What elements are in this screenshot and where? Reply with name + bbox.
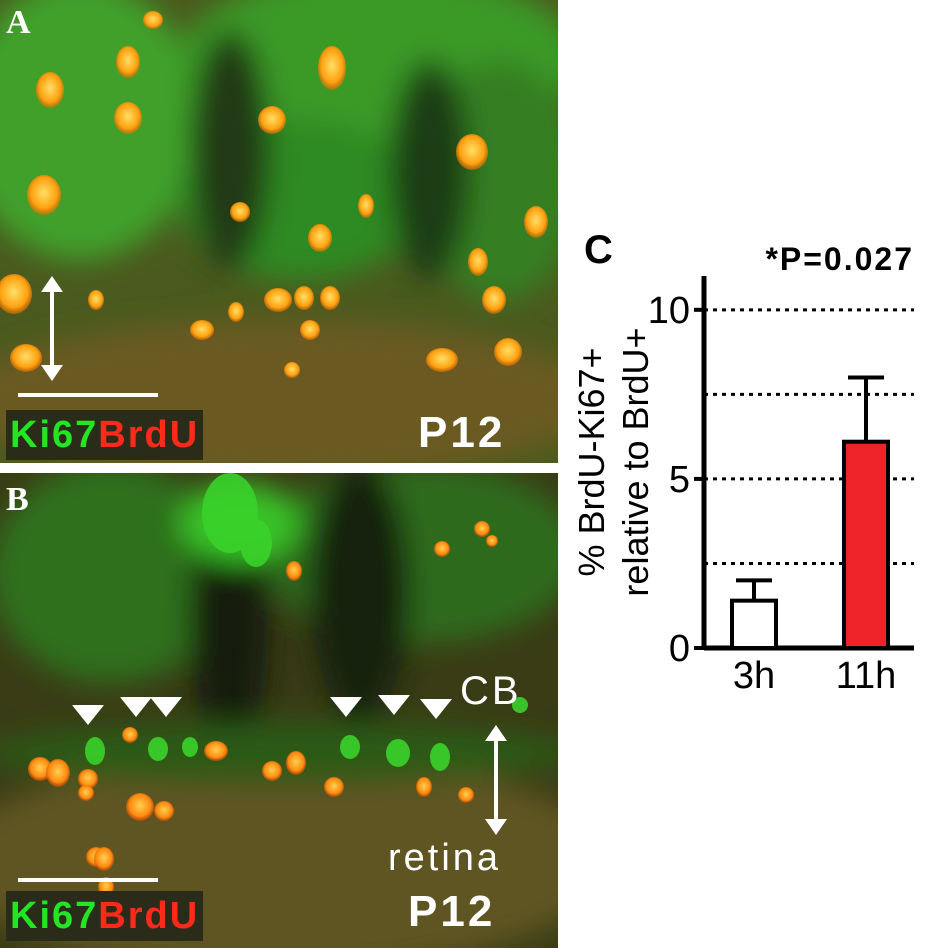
y-tick-label: 0 [669, 628, 690, 670]
nucleus [94, 847, 114, 871]
retina-label: retina [388, 837, 502, 879]
arrowhead [72, 705, 104, 725]
nucleus [116, 46, 140, 78]
bar-11h [842, 439, 890, 650]
nucleus [324, 777, 344, 797]
arrowhead [378, 695, 410, 715]
nucleus [468, 248, 488, 276]
nucleus [434, 541, 450, 557]
y-axis-label-line2: relative to BrdU+ [615, 327, 656, 596]
nucleus [416, 777, 432, 797]
cb-label: CB [460, 669, 522, 713]
nucleus [264, 288, 292, 312]
nucleus [258, 106, 286, 134]
panel-c-letter: C [584, 228, 613, 272]
panel-b-scale-bar [18, 878, 158, 882]
brdu-label: BrdU [98, 414, 200, 456]
nucleus [474, 521, 490, 537]
green-cell [240, 519, 272, 567]
nucleus [78, 769, 98, 789]
nucleus [27, 175, 61, 215]
nucleus [0, 274, 32, 314]
nucleus [36, 72, 64, 108]
nucleus [28, 757, 52, 781]
panel-b-double-arrow [485, 725, 507, 835]
nucleus [114, 102, 142, 134]
green-cell [85, 737, 105, 765]
y-tick-label: 10 [648, 290, 690, 332]
green-cell [340, 735, 360, 759]
nucleus [286, 751, 306, 775]
panel-b-age: P12 [408, 887, 496, 936]
panel-b-stain-label: Ki67BrdU [6, 891, 204, 941]
bar-chart: 0 5 10 3h 11h % BrdU-Ki67+ relative to BrdU+ *P… [571, 241, 914, 697]
nucleus [126, 793, 154, 821]
nucleus [494, 338, 522, 366]
nucleus [284, 362, 300, 378]
nucleus [230, 202, 250, 222]
brdu-label: BrdU [98, 895, 200, 937]
panel-a-image [0, 0, 558, 463]
nucleus [456, 134, 488, 170]
panel-b-letter: B [6, 481, 29, 518]
nucleus [308, 224, 332, 252]
arrowhead [420, 699, 452, 719]
ki67-label: Ki67 [10, 895, 99, 937]
nucleus [458, 787, 474, 803]
arrowhead [120, 697, 152, 717]
p-value-annotation: *P=0.027 [765, 241, 914, 277]
nucleus [524, 206, 548, 238]
nucleus [294, 286, 314, 310]
nucleus [88, 290, 104, 310]
y-tick-label: 5 [669, 459, 690, 501]
nucleus [358, 194, 374, 218]
nucleus [482, 286, 506, 314]
panel-b-arrowheads [72, 695, 452, 725]
x-tick-label: 3h [733, 655, 775, 697]
green-cell [512, 697, 528, 713]
nucleus [300, 320, 320, 340]
nucleus [204, 741, 228, 761]
nucleus [10, 344, 42, 372]
bar-3h [730, 598, 778, 650]
green-cell [386, 739, 410, 767]
nucleus [320, 286, 340, 310]
nucleus [228, 302, 244, 322]
arrowhead [330, 697, 362, 717]
panel-a-micrograph: A Ki67BrdU P12 [0, 0, 558, 463]
panel-a-letter: A [6, 4, 31, 41]
nucleus [286, 561, 302, 581]
panel-a-age: P12 [418, 408, 506, 457]
nucleus [318, 46, 346, 90]
panel-a-scale-bar [18, 393, 158, 397]
y-axis-label-line1: % BrdU-Ki67+ [571, 347, 612, 576]
green-cell [148, 737, 168, 761]
x-tick-label: 11h [836, 655, 897, 697]
green-cell [182, 737, 198, 757]
arrowhead [150, 697, 182, 717]
nucleus [262, 761, 282, 781]
nucleus [154, 801, 174, 821]
nucleus [426, 348, 458, 372]
nucleus [78, 785, 94, 801]
nucleus [143, 11, 163, 29]
nucleus [122, 727, 138, 743]
panel-a-stain-label: Ki67BrdU [6, 410, 204, 460]
nucleus [190, 320, 214, 340]
ki67-label: Ki67 [10, 414, 99, 456]
nucleus [46, 759, 70, 787]
panel-a-double-arrow [41, 276, 63, 381]
panel-b-micrograph: B CB retina Ki67BrdU P12 [0, 473, 558, 948]
green-cell [430, 743, 450, 771]
nucleus [486, 535, 498, 547]
